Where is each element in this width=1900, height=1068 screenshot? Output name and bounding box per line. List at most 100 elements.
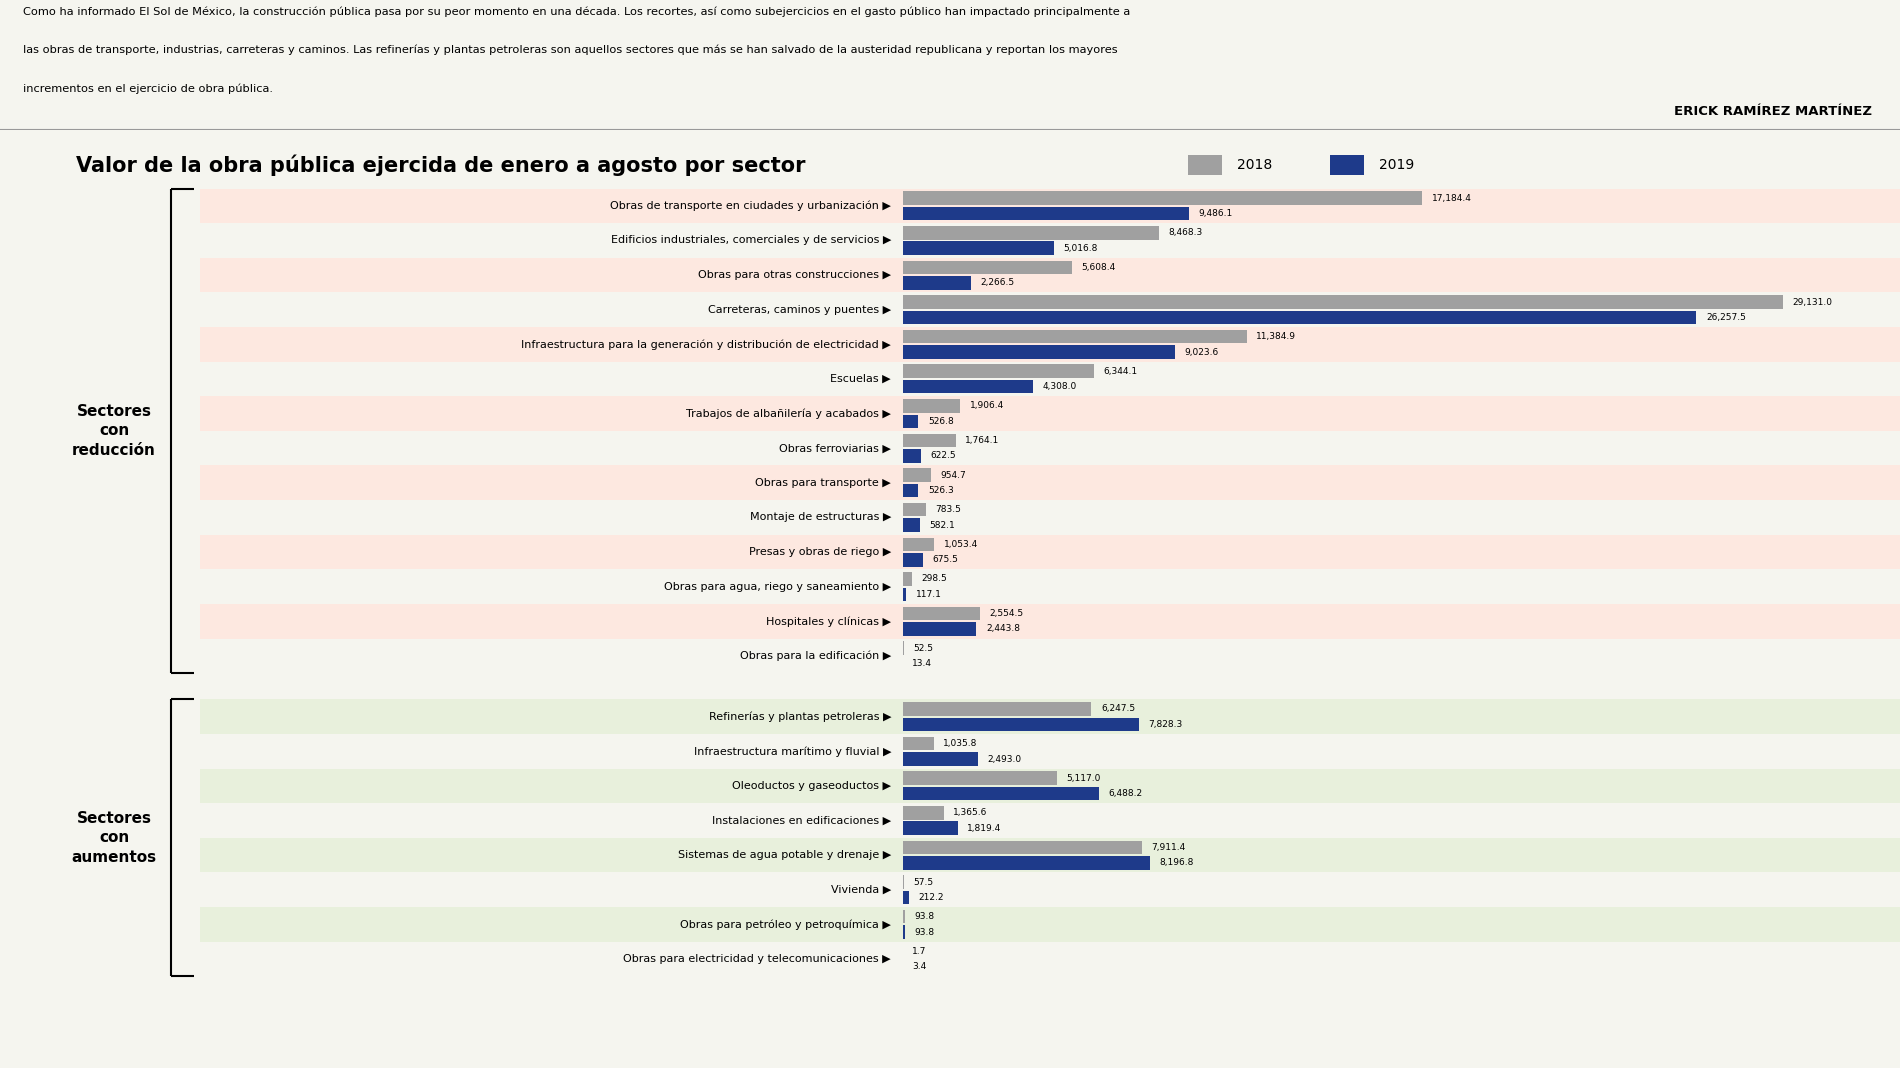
- Bar: [902, 737, 933, 751]
- Text: 1.7: 1.7: [912, 947, 927, 956]
- Text: 29,131.0: 29,131.0: [1794, 298, 1834, 307]
- Bar: [902, 450, 922, 462]
- Text: Obras de transporte en ciudades y urbanización ▶: Obras de transporte en ciudades y urbani…: [610, 201, 891, 211]
- Bar: [200, 734, 1900, 769]
- Text: 1,365.6: 1,365.6: [954, 808, 988, 817]
- Text: 9,486.1: 9,486.1: [1199, 209, 1233, 218]
- Bar: [200, 362, 1900, 396]
- Bar: [200, 257, 1900, 293]
- Text: Infraestructura marítimo y fluvial ▶: Infraestructura marítimo y fluvial ▶: [694, 747, 891, 756]
- Text: 7,911.4: 7,911.4: [1151, 843, 1186, 852]
- Bar: [902, 623, 977, 635]
- Bar: [1330, 155, 1364, 175]
- Bar: [902, 572, 912, 585]
- Bar: [200, 535, 1900, 569]
- Bar: [902, 910, 904, 924]
- Bar: [902, 518, 920, 532]
- Text: Escuelas ▶: Escuelas ▶: [830, 374, 891, 384]
- Bar: [902, 330, 1246, 344]
- Text: Infraestructura para la generación y distribución de electricidad ▶: Infraestructura para la generación y dis…: [521, 339, 891, 349]
- Bar: [902, 821, 958, 835]
- Text: Edificios industriales, comerciales y de servicios ▶: Edificios industriales, comerciales y de…: [610, 235, 891, 246]
- Text: 5,016.8: 5,016.8: [1064, 244, 1098, 253]
- Text: Refinerías y plantas petroleras ▶: Refinerías y plantas petroleras ▶: [709, 711, 891, 722]
- Text: 1,764.1: 1,764.1: [965, 436, 999, 445]
- Text: Obras ferroviarias ▶: Obras ferroviarias ▶: [779, 443, 891, 453]
- Bar: [902, 841, 1142, 854]
- Text: 6,344.1: 6,344.1: [1104, 366, 1138, 376]
- Text: Obras para transporte ▶: Obras para transporte ▶: [756, 477, 891, 488]
- Text: 622.5: 622.5: [931, 452, 956, 460]
- Text: Obras para petróleo y petroquímica ▶: Obras para petróleo y petroquímica ▶: [680, 920, 891, 929]
- Bar: [200, 430, 1900, 466]
- Text: 3.4: 3.4: [912, 962, 927, 971]
- Text: 13.4: 13.4: [912, 659, 933, 669]
- Text: 93.8: 93.8: [914, 928, 935, 937]
- Bar: [902, 702, 1091, 716]
- Text: Obras para electricidad y telecomunicaciones ▶: Obras para electricidad y telecomunicaci…: [623, 954, 891, 964]
- Bar: [200, 700, 1900, 734]
- Bar: [200, 189, 1900, 223]
- Bar: [902, 718, 1140, 732]
- Text: 26,257.5: 26,257.5: [1706, 313, 1746, 321]
- Text: 2,266.5: 2,266.5: [980, 279, 1015, 287]
- Text: 5,117.0: 5,117.0: [1066, 773, 1102, 783]
- Text: Obras para otras construcciones ▶: Obras para otras construcciones ▶: [697, 270, 891, 280]
- Text: 2018: 2018: [1237, 158, 1273, 172]
- Text: 2,493.0: 2,493.0: [988, 754, 1022, 764]
- Text: Obras para agua, riego y saneamiento ▶: Obras para agua, riego y saneamiento ▶: [663, 582, 891, 592]
- Bar: [902, 345, 1176, 359]
- Bar: [902, 752, 979, 766]
- Text: 526.8: 526.8: [927, 417, 954, 426]
- Text: 1,035.8: 1,035.8: [942, 739, 978, 748]
- Text: 1,053.4: 1,053.4: [944, 539, 978, 549]
- Text: 4,308.0: 4,308.0: [1043, 382, 1077, 391]
- Bar: [902, 276, 971, 289]
- Text: 7,828.3: 7,828.3: [1150, 720, 1184, 729]
- Bar: [902, 925, 904, 939]
- Text: Presas y obras de riego ▶: Presas y obras de riego ▶: [749, 547, 891, 557]
- Text: 675.5: 675.5: [933, 555, 958, 564]
- Text: 1,819.4: 1,819.4: [967, 823, 1001, 833]
- Bar: [902, 434, 956, 447]
- Text: Valor de la obra pública ejercida de enero a agosto por sector: Valor de la obra pública ejercida de ene…: [76, 155, 806, 176]
- Bar: [902, 261, 1072, 274]
- Bar: [902, 607, 980, 621]
- Bar: [902, 891, 908, 905]
- Text: Instalaciones en edificaciones ▶: Instalaciones en edificaciones ▶: [712, 816, 891, 826]
- Bar: [1188, 155, 1222, 175]
- Text: 2,554.5: 2,554.5: [990, 609, 1024, 618]
- Text: Obras para la edificación ▶: Obras para la edificación ▶: [739, 650, 891, 661]
- Text: Trabajos de albañilería y acabados ▶: Trabajos de albañilería y acabados ▶: [686, 408, 891, 419]
- Text: Como ha informado El Sol de México, la construcción pública pasa por su peor mom: Como ha informado El Sol de México, la c…: [23, 6, 1130, 17]
- Bar: [902, 226, 1159, 239]
- Bar: [902, 241, 1055, 255]
- Text: 6,488.2: 6,488.2: [1108, 789, 1142, 798]
- Bar: [902, 468, 931, 482]
- Bar: [902, 587, 906, 601]
- Text: 11,384.9: 11,384.9: [1256, 332, 1296, 341]
- Text: 57.5: 57.5: [914, 878, 935, 886]
- Bar: [902, 787, 1098, 800]
- Text: Oleoductos y gaseoductos ▶: Oleoductos y gaseoductos ▶: [732, 781, 891, 791]
- Text: Carreteras, caminos y puentes ▶: Carreteras, caminos y puentes ▶: [709, 304, 891, 315]
- Bar: [902, 484, 918, 498]
- Text: 298.5: 298.5: [922, 575, 946, 583]
- Bar: [200, 942, 1900, 976]
- Bar: [200, 500, 1900, 535]
- Text: 526.3: 526.3: [927, 486, 954, 496]
- Text: 6,247.5: 6,247.5: [1100, 705, 1134, 713]
- Bar: [902, 414, 918, 428]
- Text: 117.1: 117.1: [916, 590, 940, 599]
- Text: incrementos en el ejercicio de obra pública.: incrementos en el ejercicio de obra públ…: [23, 83, 274, 94]
- Bar: [902, 295, 1784, 309]
- Bar: [902, 311, 1697, 325]
- Bar: [200, 639, 1900, 673]
- Bar: [200, 604, 1900, 639]
- Bar: [902, 207, 1189, 220]
- Text: 17,184.4: 17,184.4: [1431, 193, 1471, 203]
- Bar: [200, 838, 1900, 873]
- Text: 2,443.8: 2,443.8: [986, 625, 1020, 633]
- Bar: [200, 293, 1900, 327]
- Text: Hospitales y clínicas ▶: Hospitales y clínicas ▶: [766, 616, 891, 627]
